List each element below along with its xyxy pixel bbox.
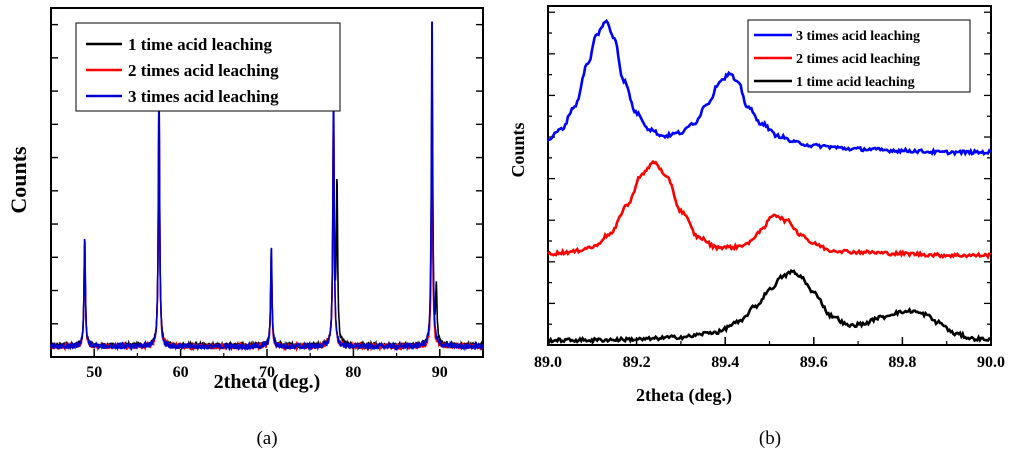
x-tick-label-a: 90 [432,364,448,381]
series-group-a [50,21,484,353]
legend-label-b: 1 time acid leaching [796,75,915,90]
series-line-b-2 [547,159,992,260]
legend-label-b: 2 times acid leaching [796,52,920,67]
y-axis-title-a: Counts [6,146,31,214]
legend-b: 3 times acid leaching 2 times acid leachi… [747,19,971,93]
series-line-a-3 [50,21,484,352]
x-ticks-b [547,337,992,345]
series-line-b-3 [546,268,991,345]
chart-panel-b: 89.0 89.2 89.4 89.6 89.8 90.0 3 times acid le… [508,5,1005,449]
x-tick-label-b: 89.4 [711,354,739,371]
x-tick-label-a: 80 [345,364,361,381]
caption-a: (a) [256,428,277,449]
x-tick-label-b: 89.0 [534,354,562,371]
x-tick-label-b: 90.0 [977,354,1005,371]
x-tick-label-b: 89.8 [888,354,916,371]
x-ticks-a [50,349,484,357]
legend-label-a: 1 time acid leaching [128,35,273,54]
x-axis-title-a: 2theta (deg.) [214,371,321,393]
y-axis-title-b: Counts [508,122,528,177]
chart-panel-a: 50 60 70 80 90 1 time acid leaching 2 times a… [6,7,484,449]
series-line-b-1 [547,18,992,157]
legend-label-a: 3 times acid leaching [128,87,279,106]
caption-b: (b) [759,428,781,449]
series-group-b [546,18,992,345]
legend-label-b: 3 times acid leaching [796,29,920,44]
x-tick-label-a: 60 [173,364,189,381]
y-ticks-a [51,23,483,325]
x-tick-label-b: 89.6 [800,354,828,371]
x-tick-label-a: 70 [259,364,275,381]
x-tick-label-a: 50 [86,364,102,381]
legend-label-a: 2 times acid leaching [128,61,279,80]
legend-a: 1 time acid leaching 2 times acid leachin… [75,22,341,112]
x-tick-labels-a: 50 60 70 80 90 [86,364,448,381]
x-tick-label-b: 89.2 [623,354,651,371]
x-axis-title-b: 2theta (deg.) [636,385,732,406]
x-tick-labels-b: 89.0 89.2 89.4 89.6 89.8 90.0 [534,354,1005,371]
